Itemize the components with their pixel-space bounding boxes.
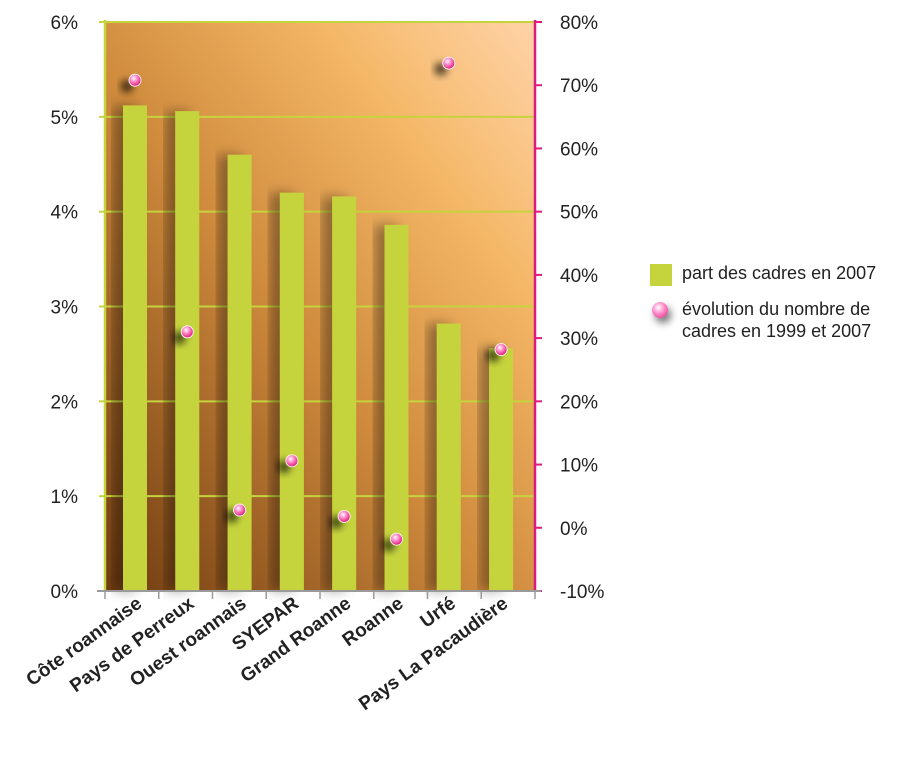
legend-label-bars: part des cadres en 2007 — [682, 263, 877, 283]
scatter-point — [233, 503, 247, 517]
right-tick-label: 60% — [560, 139, 598, 160]
legend-swatch-bar — [650, 264, 672, 286]
legend-label-dots: évolution du nombre de cadres en 1999 et… — [682, 299, 872, 341]
right-tick-label: -10% — [560, 582, 604, 603]
left-tick-label: 6% — [51, 13, 79, 34]
bar-series — [123, 105, 514, 591]
right-tick-label: 30% — [560, 329, 598, 350]
left-tick-label: 5% — [51, 108, 79, 129]
left-tick-label: 1% — [51, 487, 79, 508]
legend: part des cadres en 2007 évolution du nom… — [650, 262, 908, 356]
bar — [175, 111, 200, 591]
left-tick-label: 3% — [51, 298, 79, 319]
right-tick-label: 80% — [560, 13, 598, 34]
bar — [279, 192, 304, 591]
bar — [489, 348, 514, 591]
legend-swatch-dot — [652, 302, 668, 318]
right-tick-label: 10% — [560, 456, 598, 477]
right-tick-label: 0% — [560, 519, 588, 540]
scatter-point — [285, 454, 299, 468]
bar — [436, 323, 461, 591]
left-tick-label: 4% — [51, 203, 79, 224]
left-tick-label: 2% — [51, 392, 79, 413]
axes — [97, 20, 542, 599]
scatter-point — [442, 56, 456, 70]
scatter-series — [128, 56, 508, 546]
scatter-point — [494, 343, 508, 356]
left-tick-label: 0% — [51, 582, 79, 603]
legend-item-dots: évolution du nombre de cadres en 1999 et… — [650, 298, 908, 342]
scatter-point — [128, 73, 142, 87]
legend-item-bars: part des cadres en 2007 — [650, 262, 908, 286]
scatter-point — [180, 325, 194, 339]
right-tick-label: 70% — [560, 76, 598, 97]
bar — [123, 105, 147, 591]
bar — [384, 224, 409, 591]
right-tick-label: 40% — [560, 266, 598, 287]
bar — [332, 196, 357, 591]
bar — [227, 154, 252, 591]
right-tick-label: 20% — [560, 392, 598, 413]
right-tick-label: 50% — [560, 203, 598, 224]
scatter-point — [390, 532, 403, 546]
scatter-point — [337, 509, 351, 523]
